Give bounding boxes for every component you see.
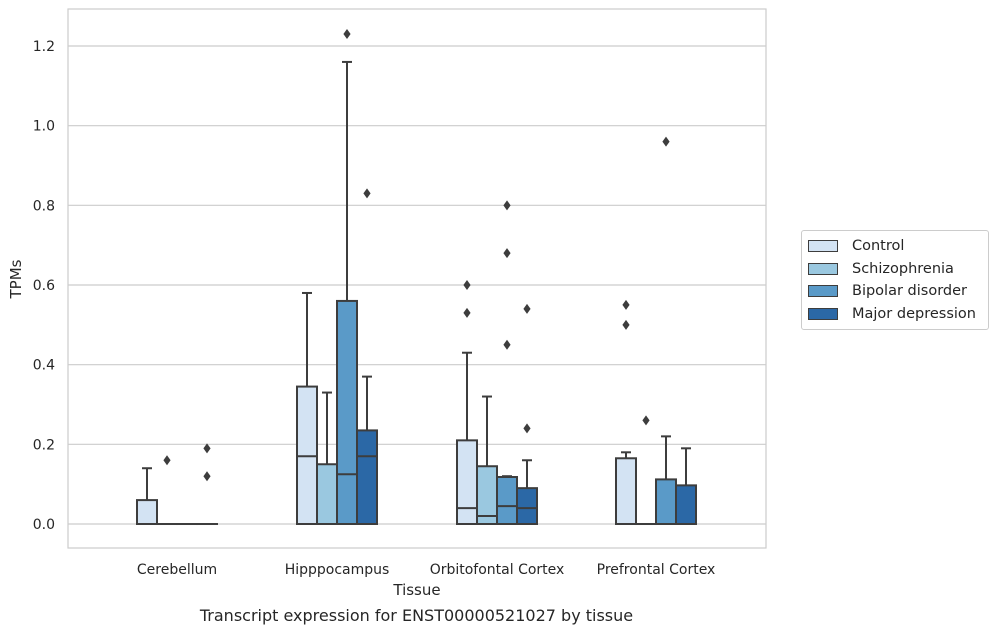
y-tick-labels: 0.0 0.2 0.4 0.6 0.8 1.0 1.2 <box>33 39 55 533</box>
legend-swatch <box>808 307 838 320</box>
box-body <box>336 299 358 525</box>
outlier-point <box>203 443 211 454</box>
box-body <box>136 499 158 526</box>
y-tick-label: 0.0 <box>33 517 55 533</box>
outlier-point <box>622 299 630 310</box>
legend-swatch <box>808 262 838 275</box>
legend-item: Schizophrenia <box>802 258 988 281</box>
box-major-depression <box>675 447 697 525</box>
outlier-point <box>523 423 531 434</box>
box-body <box>496 475 518 526</box>
box-major-depression <box>516 303 538 525</box>
x-tick-label: Hipppocampus <box>285 562 390 578</box>
y-tick-label: 0.6 <box>33 278 55 294</box>
y-tick-label: 0.4 <box>33 358 55 374</box>
outlier-point <box>503 339 511 350</box>
box-control <box>615 299 637 525</box>
y-tick-label: 0.8 <box>33 198 55 214</box>
y-tick-label: 1.0 <box>33 119 55 135</box>
y-tick-label: 1.2 <box>33 39 55 55</box>
outlier-point <box>363 188 371 199</box>
x-tick-labels: Cerebellum Hipppocampus Orbitofontal Corte… <box>137 562 715 578</box>
box-body <box>655 478 677 525</box>
box-control <box>296 291 318 526</box>
legend-swatch <box>808 285 838 298</box>
box-bipolar-disorder <box>336 29 358 525</box>
x-tick-label: Cerebellum <box>137 562 217 578</box>
y-axis-label: TPMs <box>7 259 25 299</box>
box-control <box>136 467 158 526</box>
box-body <box>516 487 538 525</box>
box-major-depression <box>196 443 218 526</box>
legend-item: Major depression <box>802 303 988 326</box>
outlier-point <box>463 280 471 290</box>
box-body <box>615 457 637 525</box>
outlier-point <box>523 303 531 314</box>
legend-label: Control <box>852 238 905 255</box>
outlier-point <box>622 319 630 330</box>
box-body <box>456 439 478 526</box>
legend-swatch <box>808 240 838 253</box>
y-tick-label: 0.2 <box>33 437 55 453</box>
outlier-point <box>662 136 670 147</box>
legend-label: Major depression <box>852 305 976 322</box>
box-schizophrenia <box>316 391 338 525</box>
box-body <box>356 429 378 525</box>
legend-item: Bipolar disorder <box>802 280 988 303</box>
outlier-point <box>503 200 511 211</box>
outlier-point <box>463 307 471 318</box>
x-tick-label: Orbitofontal Cortex <box>430 562 565 578</box>
outlier-point <box>203 471 211 482</box>
outlier-point <box>642 415 650 426</box>
box-bipolar-disorder <box>655 136 677 525</box>
box-major-depression <box>356 188 378 525</box>
legend-label: Bipolar disorder <box>852 283 967 300</box>
plot-area <box>67 8 767 549</box>
legend-label: Schizophrenia <box>852 260 954 277</box>
outlier-point <box>343 29 351 40</box>
chart-caption: Transcript expression for ENST0000052102… <box>199 606 634 625</box>
outlier-point <box>503 248 511 259</box>
box-body <box>316 463 338 525</box>
outlier-point <box>163 455 171 466</box>
legend-item: Control <box>802 235 988 258</box>
x-axis-label: Tissue <box>392 581 440 599</box>
x-tick-label: Prefrontal Cortex <box>597 562 716 578</box>
box-body <box>675 484 697 525</box>
legend: Control Schizophrenia Bipolar disorder Majo… <box>801 230 989 330</box>
boxes <box>136 29 697 526</box>
